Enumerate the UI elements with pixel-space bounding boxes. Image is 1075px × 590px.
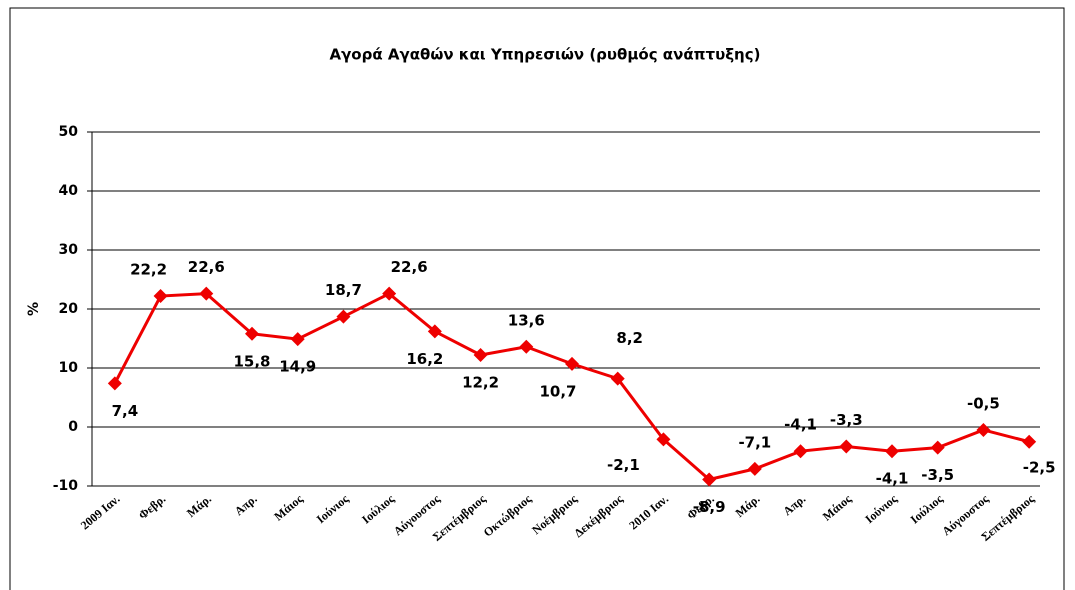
- data-label: -2,5: [1023, 458, 1056, 476]
- y-tick-label: 0: [68, 419, 78, 435]
- data-label: 22,2: [130, 261, 167, 279]
- marker: [1022, 434, 1037, 449]
- marker: [290, 332, 305, 347]
- y-tick-label: 10: [59, 360, 79, 376]
- data-label: 7,4: [112, 402, 139, 420]
- data-label: -8,9: [693, 498, 726, 516]
- marker: [107, 376, 122, 391]
- marker: [610, 371, 625, 386]
- marker: [153, 289, 168, 304]
- data-label: -0,5: [967, 394, 1000, 412]
- data-label: -7,1: [738, 433, 771, 451]
- marker: [930, 440, 945, 455]
- data-label: -3,3: [830, 411, 863, 429]
- chart-border: [9, 7, 1065, 590]
- data-label: -4,1: [784, 416, 817, 434]
- marker: [427, 324, 442, 339]
- marker: [565, 356, 579, 371]
- marker: [199, 286, 214, 301]
- data-label: 18,7: [325, 281, 362, 299]
- data-label: 16,2: [406, 350, 443, 368]
- marker: [747, 461, 762, 476]
- data-label: 10,7: [539, 382, 576, 400]
- marker: [382, 286, 397, 301]
- data-label: 15,8: [233, 352, 270, 370]
- marker: [245, 326, 259, 341]
- y-tick-label: 50: [59, 124, 79, 140]
- y-tick-label: 30: [59, 242, 79, 258]
- data-label: 22,6: [188, 258, 225, 276]
- data-label: 12,2: [462, 374, 499, 392]
- data-label: 14,9: [279, 358, 316, 376]
- marker: [702, 472, 717, 487]
- data-label: -2,1: [607, 456, 640, 474]
- marker: [976, 422, 991, 437]
- y-tick-label: 40: [59, 183, 79, 199]
- marker: [656, 432, 671, 447]
- data-label: -3,5: [921, 466, 954, 484]
- data-label: 22,6: [391, 258, 428, 276]
- data-label: 8,2: [616, 329, 643, 347]
- marker: [839, 439, 854, 454]
- chart-title: Αγορά Αγαθών και Υπηρεσιών (ρυθμός ανάπτ…: [329, 46, 760, 64]
- data-label: 13,6: [508, 311, 545, 329]
- marker: [336, 309, 351, 324]
- y-axis-label: %: [26, 302, 42, 316]
- marker: [885, 444, 899, 459]
- y-tick-label: -10: [53, 478, 79, 494]
- data-label: -4,1: [876, 470, 909, 488]
- marker: [519, 339, 534, 354]
- marker: [473, 348, 488, 363]
- y-tick-label: 20: [59, 301, 79, 317]
- marker: [793, 444, 808, 459]
